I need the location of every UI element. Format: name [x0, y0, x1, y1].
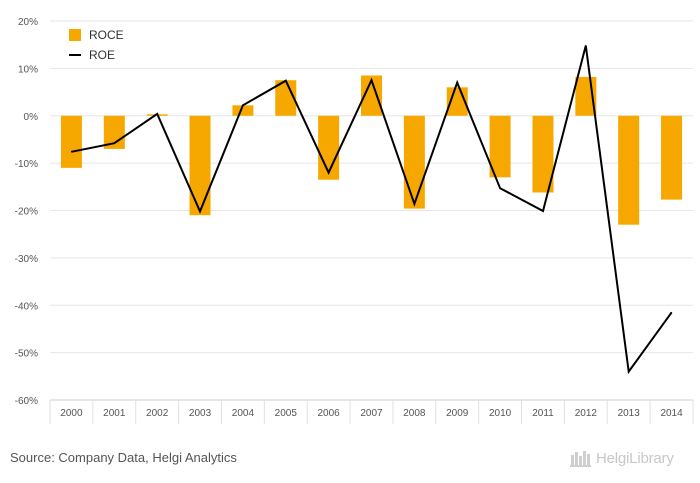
- roce-bar: [275, 80, 297, 116]
- roe-point: [113, 142, 115, 144]
- legend-label-roce: ROCE: [89, 28, 124, 42]
- legend: ROCE ROE: [69, 28, 124, 62]
- roe-line: [70, 45, 673, 375]
- x-tick-label: 2004: [232, 408, 255, 419]
- y-tick-label: 10%: [18, 64, 38, 75]
- roce-bar: [318, 115, 340, 180]
- y-tick-label: -20%: [15, 207, 38, 218]
- roce-bar: [232, 105, 254, 116]
- x-tick-label: 2005: [275, 408, 298, 419]
- y-tick-label: -30%: [15, 254, 38, 265]
- legend-swatch-roce: [69, 29, 81, 41]
- x-tick-label: 2010: [489, 408, 512, 419]
- x-tick-label: 2002: [146, 408, 169, 419]
- source-note: Source: Company Data, Helgi Analytics: [10, 450, 237, 465]
- roe-point: [328, 172, 330, 174]
- roce-bar: [403, 115, 425, 209]
- y-tick-label: -40%: [15, 301, 38, 312]
- roe-point: [456, 82, 458, 84]
- x-tick-label: 2012: [575, 408, 598, 419]
- roe-point: [285, 80, 287, 82]
- x-tick-label: 2011: [532, 408, 554, 419]
- x-tick-label: 2014: [660, 408, 683, 419]
- x-tick-label: 2006: [318, 408, 341, 419]
- x-tick-label: 2001: [103, 408, 126, 419]
- y-tick-label: -60%: [15, 396, 38, 407]
- x-tick-label: 2003: [189, 408, 212, 419]
- legend-label-roe: ROE: [89, 48, 115, 62]
- brand-logo: HelgiLibrary: [570, 449, 674, 467]
- roe-point: [542, 210, 544, 212]
- roe-point: [70, 151, 72, 153]
- roe-point: [628, 371, 630, 373]
- x-tick-label: 2013: [618, 408, 641, 419]
- roce-bar: [661, 115, 683, 200]
- roe-point: [413, 203, 415, 205]
- roe-point: [371, 79, 372, 81]
- roce-bars: [60, 75, 683, 225]
- roe-point: [499, 187, 501, 189]
- x-tick-label: 2007: [360, 408, 383, 419]
- roce-bar: [361, 75, 382, 116]
- roce-bar: [489, 115, 511, 178]
- roce-bar: [618, 115, 640, 225]
- y-tick-label: -10%: [15, 159, 38, 170]
- library-icon: [570, 451, 591, 467]
- roe-point: [156, 113, 158, 115]
- y-axis-ticks: 20% 10% 0% -10% -20% -30% -40% -50% -60%: [15, 17, 38, 407]
- x-axis-ticks: 2000 2001 2002 2003 2004 2005 2006 2007 2008 2009…: [49, 399, 694, 424]
- y-tick-label: -50%: [15, 349, 38, 360]
- x-tick-label: 2000: [60, 408, 83, 419]
- roce-bar: [532, 115, 554, 193]
- roce-bar: [60, 115, 82, 168]
- roe-point: [242, 104, 244, 106]
- roe-point: [671, 311, 673, 313]
- roce-bar: [189, 115, 211, 216]
- chart: 20%10%0%-10%-20%-30%-40%-50%-60% 2000 200…: [15, 17, 694, 424]
- roe-point: [585, 45, 587, 47]
- y-tick-label: 0%: [24, 112, 39, 123]
- y-tick-label: 20%: [18, 17, 38, 28]
- roe-point: [199, 210, 201, 212]
- brand-name: HelgiLibrary: [596, 449, 674, 467]
- x-tick-label: 2008: [403, 408, 426, 419]
- x-tick-label: 2009: [446, 408, 469, 419]
